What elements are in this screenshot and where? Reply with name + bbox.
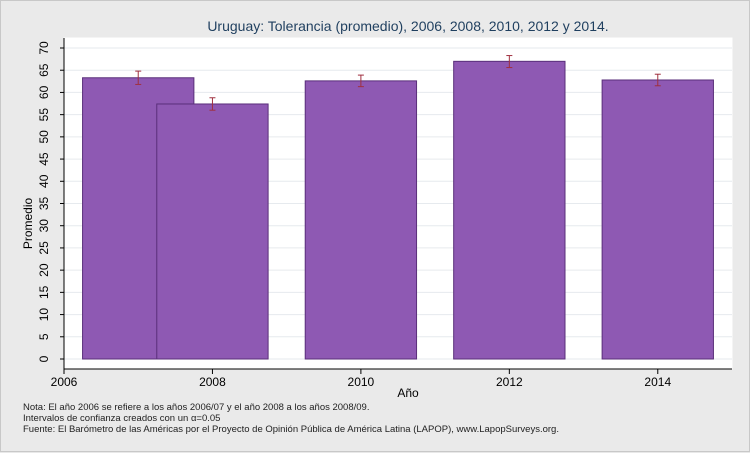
y-tick-label: 70: [37, 41, 51, 55]
y-tick-label: 0: [37, 355, 51, 362]
y-axis-label: Promedio: [21, 197, 35, 249]
bar-2: [156, 103, 269, 360]
bar-3: [304, 80, 418, 360]
y-tick-label: 50: [37, 130, 51, 144]
bar-5: [601, 79, 714, 360]
x-tick-label: 2014: [644, 375, 671, 389]
y-tick-label: 45: [37, 152, 51, 166]
y-tick-label: 55: [37, 108, 51, 122]
y-tick-label: 25: [37, 241, 51, 255]
error-bar-4: [506, 55, 513, 69]
note-line-3: Fuente: El Barómetro de las Américas por…: [23, 424, 559, 435]
y-tick-label: 20: [37, 263, 51, 277]
y-tick-label: 30: [37, 219, 51, 233]
y-tick-label: 15: [37, 285, 51, 299]
error-bar-5: [654, 73, 661, 87]
error-bar-2: [209, 97, 216, 111]
y-tick-label: 10: [37, 308, 51, 322]
x-tick-label: 2012: [496, 375, 523, 389]
y-tick-label: 5: [37, 333, 51, 340]
y-tick-label: 60: [37, 85, 51, 99]
note-line-1: Nota: El año 2006 se refiere a los años …: [23, 402, 370, 413]
y-tick-label: 40: [37, 174, 51, 188]
y-tick-label: 35: [37, 197, 51, 211]
error-bar-3: [357, 74, 364, 88]
x-tick-label: 2006: [51, 375, 78, 389]
x-tick-label: 2008: [199, 375, 226, 389]
x-axis-label: Año: [397, 386, 419, 400]
error-bar-1: [135, 70, 142, 85]
y-tick-label: 65: [37, 63, 51, 77]
chart-notes: Nota: El año 2006 se refiere a los años …: [23, 402, 559, 435]
bar-4: [453, 60, 566, 360]
x-tick-label: 2010: [348, 375, 375, 389]
chart-title: Uruguay: Tolerancia (promedio), 2006, 20…: [207, 18, 608, 34]
note-line-2: Intervalos de confianza creados con un α…: [23, 413, 221, 424]
